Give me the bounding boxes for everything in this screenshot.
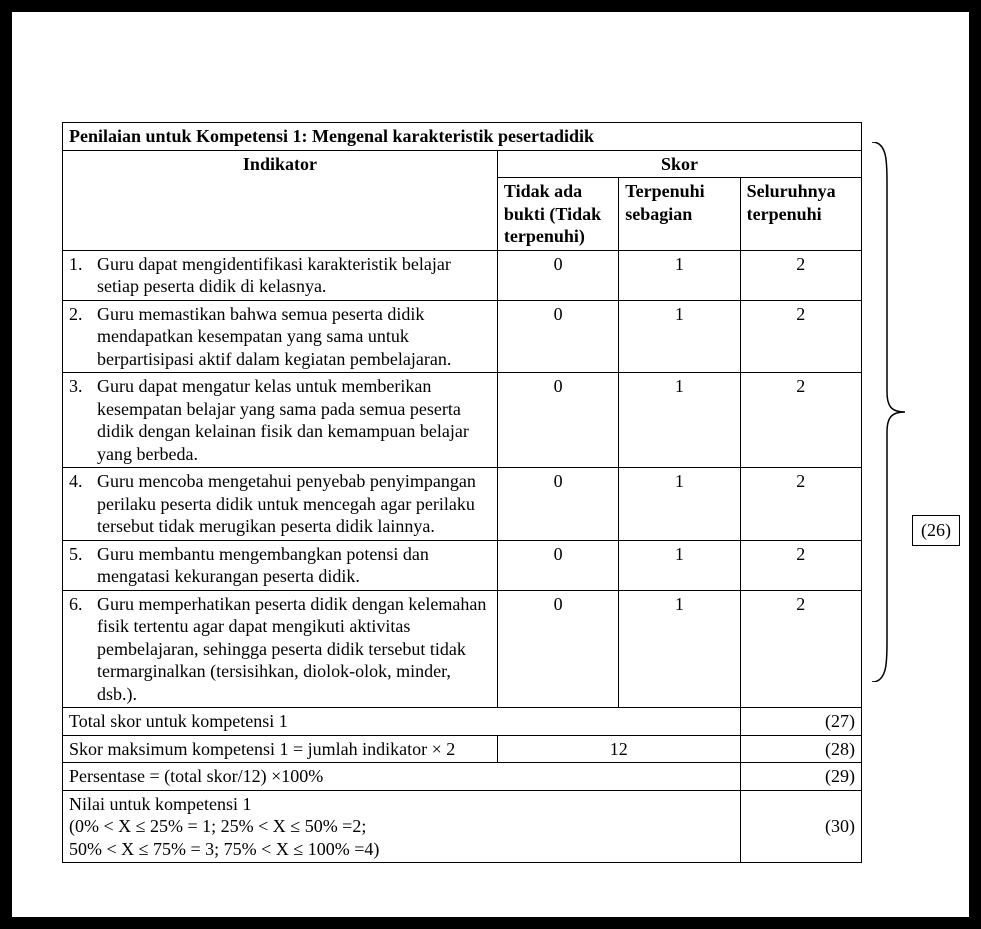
indicator-row: 4.Guru mencoba mengetahui penyebab penyi… — [63, 468, 862, 541]
header-skor: Skor — [497, 150, 861, 178]
score-cell: 1 — [619, 250, 740, 300]
score-cell: 0 — [497, 590, 618, 708]
summary-nilai-cell: Nilai untuk kompetensi 1 (0% < X ≤ 25% =… — [63, 790, 741, 863]
score-cell: 2 — [740, 590, 861, 708]
summary-nilai-formula2: 50% < X ≤ 75% = 3; 75% < X ≤ 100% =4) — [69, 838, 734, 861]
score-cell: 0 — [497, 250, 618, 300]
table-title: Penilaian untuk Kompetensi 1: Mengenal k… — [63, 123, 862, 151]
score-cell: 1 — [619, 540, 740, 590]
indicator-text-cell: 2.Guru memastikan bahwa semua peserta di… — [63, 300, 498, 373]
assessment-table: Penilaian untuk Kompetensi 1: Mengenal k… — [62, 122, 862, 863]
indicator-text-cell: 1.Guru dapat mengidentifikasi karakteris… — [63, 250, 498, 300]
summary-total-label: Total skor untuk kompetensi 1 — [63, 708, 741, 736]
indicator-text: Guru dapat mengatur kelas untuk memberik… — [97, 375, 491, 465]
score-cell: 2 — [740, 300, 861, 373]
indicator-text: Guru memastikan bahwa semua peserta didi… — [97, 303, 491, 371]
summary-nilai-formula1: (0% < X ≤ 25% = 1; 25% < X ≤ 50% =2; — [69, 815, 734, 838]
header-col2: Seluruhnya terpenuhi — [740, 178, 861, 251]
score-cell: 0 — [497, 468, 618, 541]
indicator-row: 5.Guru membantu mengembangkan potensi da… — [63, 540, 862, 590]
indicator-number: 2. — [69, 303, 97, 371]
summary-pct-ref: (29) — [740, 763, 861, 791]
header-col1: Terpenuhi sebagian — [619, 178, 740, 251]
indicator-text: Guru membantu mengembangkan potensi dan … — [97, 543, 491, 588]
summary-nilai-label: Nilai untuk kompetensi 1 — [69, 793, 734, 816]
summary-max-label: Skor maksimum kompetensi 1 = jumlah indi… — [63, 735, 498, 763]
indicator-text-cell: 4.Guru mencoba mengetahui penyebab penyi… — [63, 468, 498, 541]
indicator-number: 4. — [69, 470, 97, 538]
score-cell: 0 — [497, 373, 618, 468]
indicator-text: Guru dapat mengidentifikasi karakteristi… — [97, 253, 491, 298]
score-cell: 1 — [619, 300, 740, 373]
score-cell: 2 — [740, 468, 861, 541]
header-col0: Tidak ada bukti (Tidak terpenuhi) — [497, 178, 618, 251]
summary-max-row: Skor maksimum kompetensi 1 = jumlah indi… — [63, 735, 862, 763]
title-row: Penilaian untuk Kompetensi 1: Mengenal k… — [63, 123, 862, 151]
document-frame: Penilaian untuk Kompetensi 1: Mengenal k… — [10, 10, 971, 919]
indicator-text-cell: 3.Guru dapat mengatur kelas untuk member… — [63, 373, 498, 468]
summary-nilai-ref: (30) — [740, 790, 861, 863]
score-cell: 2 — [740, 250, 861, 300]
score-cell: 1 — [619, 590, 740, 708]
indicator-text: Guru mencoba mengetahui penyebab penyimp… — [97, 470, 491, 538]
summary-max-value: 12 — [497, 735, 740, 763]
indicator-row: 1.Guru dapat mengidentifikasi karakteris… — [63, 250, 862, 300]
indicator-row: 6.Guru memperhatikan peserta didik denga… — [63, 590, 862, 708]
score-cell: 1 — [619, 468, 740, 541]
summary-nilai-row: Nilai untuk kompetensi 1 (0% < X ≤ 25% =… — [63, 790, 862, 863]
indicator-row: 2.Guru memastikan bahwa semua peserta di… — [63, 300, 862, 373]
header-row-1: Indikator Skor — [63, 150, 862, 178]
side-note-text: (26) — [921, 520, 951, 540]
indicator-number: 3. — [69, 375, 97, 465]
indicator-row: 3.Guru dapat mengatur kelas untuk member… — [63, 373, 862, 468]
summary-total-ref: (27) — [740, 708, 861, 736]
header-indikator: Indikator — [63, 150, 498, 250]
summary-pct-row: Persentase = (total skor/12) ×100% (29) — [63, 763, 862, 791]
side-note-box: (26) — [912, 515, 960, 546]
score-cell: 1 — [619, 373, 740, 468]
indicator-number: 1. — [69, 253, 97, 298]
score-cell: 2 — [740, 540, 861, 590]
score-cell: 0 — [497, 540, 618, 590]
indicator-text: Guru memperhatikan peserta didik dengan … — [97, 593, 491, 706]
summary-total-row: Total skor untuk kompetensi 1 (27) — [63, 708, 862, 736]
indicator-text-cell: 6.Guru memperhatikan peserta didik denga… — [63, 590, 498, 708]
score-cell: 0 — [497, 300, 618, 373]
indicator-number: 6. — [69, 593, 97, 706]
summary-pct-label: Persentase = (total skor/12) ×100% — [63, 763, 741, 791]
indicator-text-cell: 5.Guru membantu mengembangkan potensi da… — [63, 540, 498, 590]
content-area: Penilaian untuk Kompetensi 1: Mengenal k… — [62, 122, 882, 863]
summary-max-ref: (28) — [740, 735, 861, 763]
indicator-number: 5. — [69, 543, 97, 588]
score-cell: 2 — [740, 373, 861, 468]
